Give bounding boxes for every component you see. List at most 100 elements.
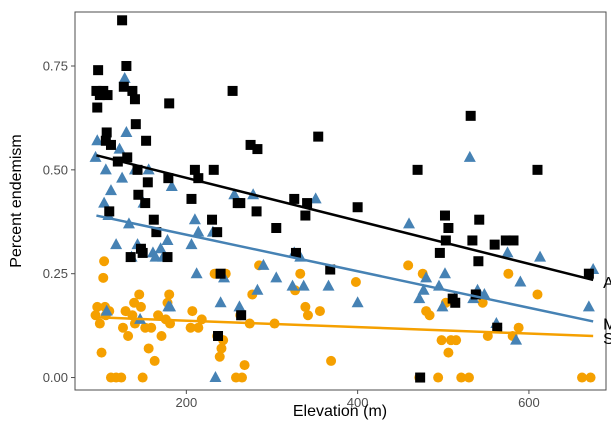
point-ae — [164, 98, 175, 109]
point-ae — [412, 164, 423, 175]
point-ae — [193, 173, 204, 184]
point-ae — [125, 252, 136, 263]
point-ae — [251, 206, 262, 217]
point-sie — [185, 322, 196, 333]
point-sie — [137, 372, 148, 383]
line-label-ae: AE — [603, 275, 611, 292]
point-sie — [164, 289, 175, 300]
y-tick-marks — [71, 65, 75, 379]
point-ae — [186, 193, 197, 204]
point-sie — [532, 289, 543, 300]
point-ae — [162, 252, 173, 263]
point-mie — [534, 250, 547, 262]
point-mie — [478, 287, 491, 299]
point-ae — [492, 322, 503, 333]
point-ae — [132, 164, 143, 175]
point-ae — [102, 90, 113, 101]
point-mie — [403, 217, 416, 229]
point-sie — [295, 268, 306, 279]
point-sie — [433, 372, 444, 383]
point-ae — [470, 289, 481, 300]
point-sie — [456, 372, 467, 383]
point-ae — [235, 198, 246, 209]
point-sie — [214, 351, 225, 362]
point-sie — [577, 372, 588, 383]
point-sie — [477, 297, 488, 308]
point-mie — [190, 267, 203, 279]
point-ae — [465, 110, 476, 121]
point-ae — [142, 177, 153, 188]
point-mie — [322, 279, 335, 291]
y-axis-title: Percent endemism — [8, 134, 25, 267]
line-label-sie: SIE — [603, 331, 611, 348]
point-mie — [233, 300, 246, 312]
point-ae — [148, 214, 159, 225]
point-mie — [192, 225, 205, 237]
point-mie — [413, 292, 426, 304]
x-tick-labels: 200 400 600 — [175, 395, 539, 410]
point-ae — [302, 198, 313, 209]
point-mie — [100, 304, 113, 316]
point-ae — [583, 268, 594, 279]
point-sie — [443, 347, 454, 358]
point-mie — [286, 279, 299, 291]
point-mie — [113, 142, 126, 154]
point-mie — [110, 238, 123, 250]
point-ae — [122, 152, 133, 163]
point-ae — [92, 102, 103, 113]
point-sie — [156, 331, 167, 341]
point-ae — [271, 223, 282, 233]
point-sie — [463, 372, 474, 383]
point-ae — [434, 247, 445, 258]
point-mie — [257, 258, 270, 270]
point-ae — [133, 189, 144, 200]
point-mie — [98, 196, 111, 208]
point-sie — [143, 343, 154, 354]
point-ae — [532, 164, 543, 175]
point-sie — [187, 306, 198, 317]
y-tick-label: 0.00 — [43, 370, 68, 385]
point-mie — [154, 242, 167, 254]
point-sie — [503, 268, 514, 279]
point-sie — [193, 322, 204, 333]
point-ae — [439, 210, 450, 221]
point-sie — [92, 301, 103, 312]
point-ae — [440, 235, 451, 246]
point-sie — [153, 310, 164, 321]
x-tick-label: 200 — [175, 395, 197, 410]
point-ae — [474, 214, 485, 225]
point-ae — [215, 268, 226, 279]
point-mie — [514, 275, 527, 287]
point-ae — [130, 119, 141, 130]
point-sie — [451, 335, 462, 346]
point-ae — [163, 173, 174, 184]
point-mie — [116, 171, 129, 183]
point-sie — [134, 289, 145, 300]
point-ae — [212, 227, 223, 238]
point-mie — [582, 300, 595, 312]
point-sie — [239, 360, 250, 371]
point-sie — [237, 372, 248, 383]
point-mie — [214, 296, 227, 308]
x-axis-title: Elevation (m) — [293, 403, 387, 420]
point-mie — [251, 283, 264, 295]
point-mie — [89, 150, 102, 162]
point-ae — [151, 227, 162, 238]
point-ae — [443, 223, 454, 233]
point-ae — [129, 94, 140, 105]
point-ae — [118, 81, 129, 92]
point-ae — [245, 139, 256, 150]
point-ae — [313, 131, 324, 142]
data-points — [89, 15, 600, 383]
y-tick-label: 0.25 — [43, 266, 68, 281]
point-ae — [207, 214, 218, 225]
point-mie — [149, 250, 162, 262]
point-sie — [123, 331, 134, 341]
point-sie — [585, 372, 596, 383]
series-line-labels: AE MIESIE — [603, 275, 611, 348]
point-ae — [450, 297, 461, 308]
point-ae — [289, 193, 300, 204]
point-ae — [500, 235, 511, 246]
x-tick-marks — [185, 390, 530, 394]
